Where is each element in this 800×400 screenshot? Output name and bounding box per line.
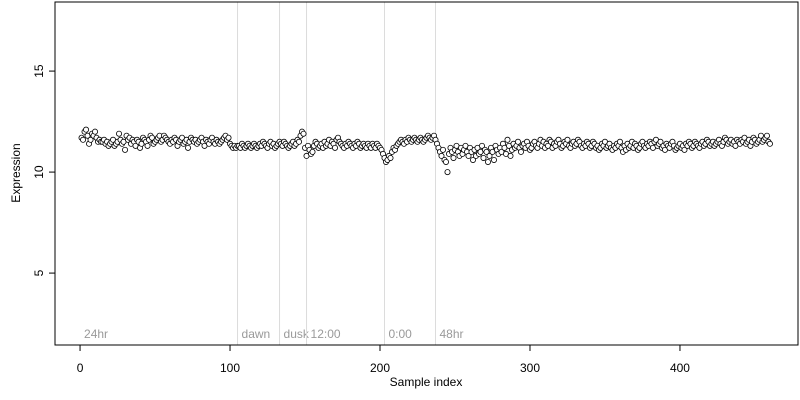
- axes: 0 100 200 300 400 5 10 15: [32, 64, 690, 375]
- point: [681, 146, 688, 153]
- x-tick-label: 300: [520, 361, 540, 375]
- point: [442, 158, 449, 165]
- annotation-label: 24hr: [84, 327, 108, 341]
- point: [83, 126, 90, 133]
- x-axis-label: Sample index: [390, 375, 463, 389]
- y-tick-label: 5: [32, 269, 46, 276]
- point: [144, 142, 151, 149]
- x-tick-label: 400: [670, 361, 690, 375]
- point: [225, 134, 232, 141]
- point: [92, 128, 99, 135]
- point: [763, 132, 770, 139]
- points: [78, 126, 773, 176]
- point: [450, 154, 457, 161]
- annotation-label: 0:00: [389, 327, 413, 341]
- point: [122, 146, 129, 153]
- point: [766, 140, 773, 147]
- annotation-label: 48hr: [439, 327, 463, 341]
- point: [116, 130, 123, 137]
- point: [484, 158, 491, 165]
- annotation-label: dawn: [242, 327, 271, 341]
- x-tick-label: 200: [370, 361, 390, 375]
- point: [296, 138, 303, 145]
- point: [486, 152, 493, 159]
- annotation-label: 12:00: [311, 327, 341, 341]
- point: [444, 169, 451, 176]
- point: [185, 144, 192, 151]
- point: [438, 152, 445, 159]
- annotations: 24hr dawn dusk 12:00 0:00 48hr: [84, 2, 464, 345]
- point: [469, 156, 476, 163]
- y-tick-label: 10: [32, 165, 46, 179]
- y-tick-label: 15: [32, 64, 46, 78]
- point: [507, 152, 514, 159]
- point: [300, 130, 307, 137]
- point: [490, 156, 497, 163]
- x-tick-label: 100: [220, 361, 240, 375]
- point: [387, 154, 394, 161]
- point: [616, 138, 623, 145]
- point: [439, 146, 446, 153]
- point: [480, 154, 487, 161]
- point: [478, 142, 485, 149]
- x-tick-label: 0: [77, 361, 84, 375]
- point: [465, 152, 472, 159]
- point: [309, 148, 316, 155]
- point: [80, 136, 87, 143]
- point: [87, 136, 94, 143]
- point: [483, 148, 490, 155]
- point: [332, 144, 339, 151]
- point: [504, 136, 511, 143]
- annotation-label: dusk: [284, 327, 310, 341]
- point: [657, 138, 664, 145]
- point: [517, 148, 524, 155]
- point: [514, 138, 521, 145]
- point: [564, 136, 571, 143]
- y-axis-label: Expression: [9, 143, 23, 202]
